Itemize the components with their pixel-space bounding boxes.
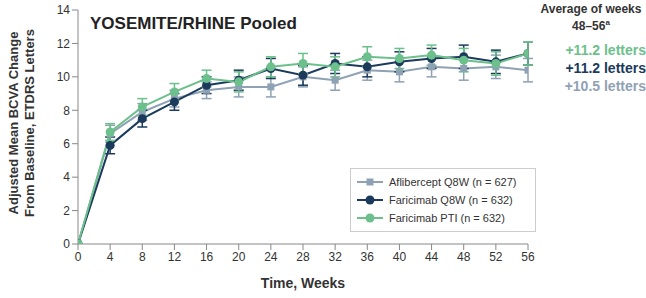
svg-text:2: 2	[63, 204, 70, 218]
html-text:Faricimab Q8W (n = 632): Faricimab Q8W (n = 632)	[389, 194, 513, 206]
svg-text:0: 0	[63, 237, 70, 251]
svg-text:0: 0	[75, 250, 82, 264]
svg-text:48: 48	[457, 250, 471, 264]
svg-text:12: 12	[57, 37, 71, 51]
svg-text:24: 24	[264, 250, 278, 264]
svg-text:6: 6	[63, 137, 70, 151]
html-text:YOSEMITE/RHINE Pooled: YOSEMITE/RHINE Pooled	[90, 14, 297, 33]
html-text:Adjusted Mean BCVA Change: Adjusted Mean BCVA Change	[6, 31, 21, 215]
svg-text:20: 20	[232, 250, 246, 264]
html-text:From Baseline, ETDRS Letters: From Baseline, ETDRS Letters	[22, 29, 37, 217]
svg-text:10: 10	[57, 70, 71, 84]
html-text:+11.2 letters: +11.2 letters	[565, 60, 646, 76]
svg-text:8: 8	[63, 104, 70, 118]
svg-text:36: 36	[361, 250, 375, 264]
svg-text:8: 8	[139, 250, 146, 264]
svg-text:4: 4	[107, 250, 114, 264]
svg-text:40: 40	[393, 250, 407, 264]
html-text:+11.2 letters: +11.2 letters	[565, 42, 646, 58]
svg-text:56: 56	[521, 250, 535, 264]
html-text:+10.5 letters: +10.5 letters	[564, 78, 646, 94]
svg-text:12: 12	[168, 250, 182, 264]
svg-text:16: 16	[200, 250, 214, 264]
svg-text:28: 28	[296, 250, 310, 264]
html-text:Faricimab PTI (n = 632): Faricimab PTI (n = 632)	[389, 212, 505, 224]
html-text:Average of weeks 48–56a: Average of weeks 48–56a	[540, 2, 642, 33]
svg-text:32: 32	[328, 250, 342, 264]
svg-text:52: 52	[489, 250, 503, 264]
svg-text:4: 4	[63, 170, 70, 184]
svg-text:14: 14	[57, 3, 71, 17]
svg-text:Time, Weeks: Time, Weeks	[261, 275, 346, 291]
svg-text:44: 44	[425, 250, 439, 264]
html-text:Aflibercept Q8W (n = 627): Aflibercept Q8W (n = 627)	[389, 176, 517, 188]
